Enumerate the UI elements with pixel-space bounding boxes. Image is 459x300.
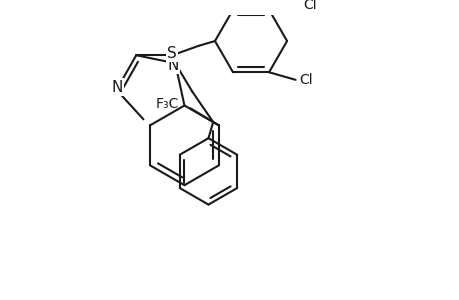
Text: F₃C: F₃C bbox=[156, 97, 179, 111]
Text: Cl: Cl bbox=[299, 73, 313, 87]
Text: Cl: Cl bbox=[302, 0, 316, 12]
Text: N: N bbox=[168, 58, 179, 73]
Text: S: S bbox=[167, 46, 177, 61]
Text: N: N bbox=[112, 80, 123, 94]
